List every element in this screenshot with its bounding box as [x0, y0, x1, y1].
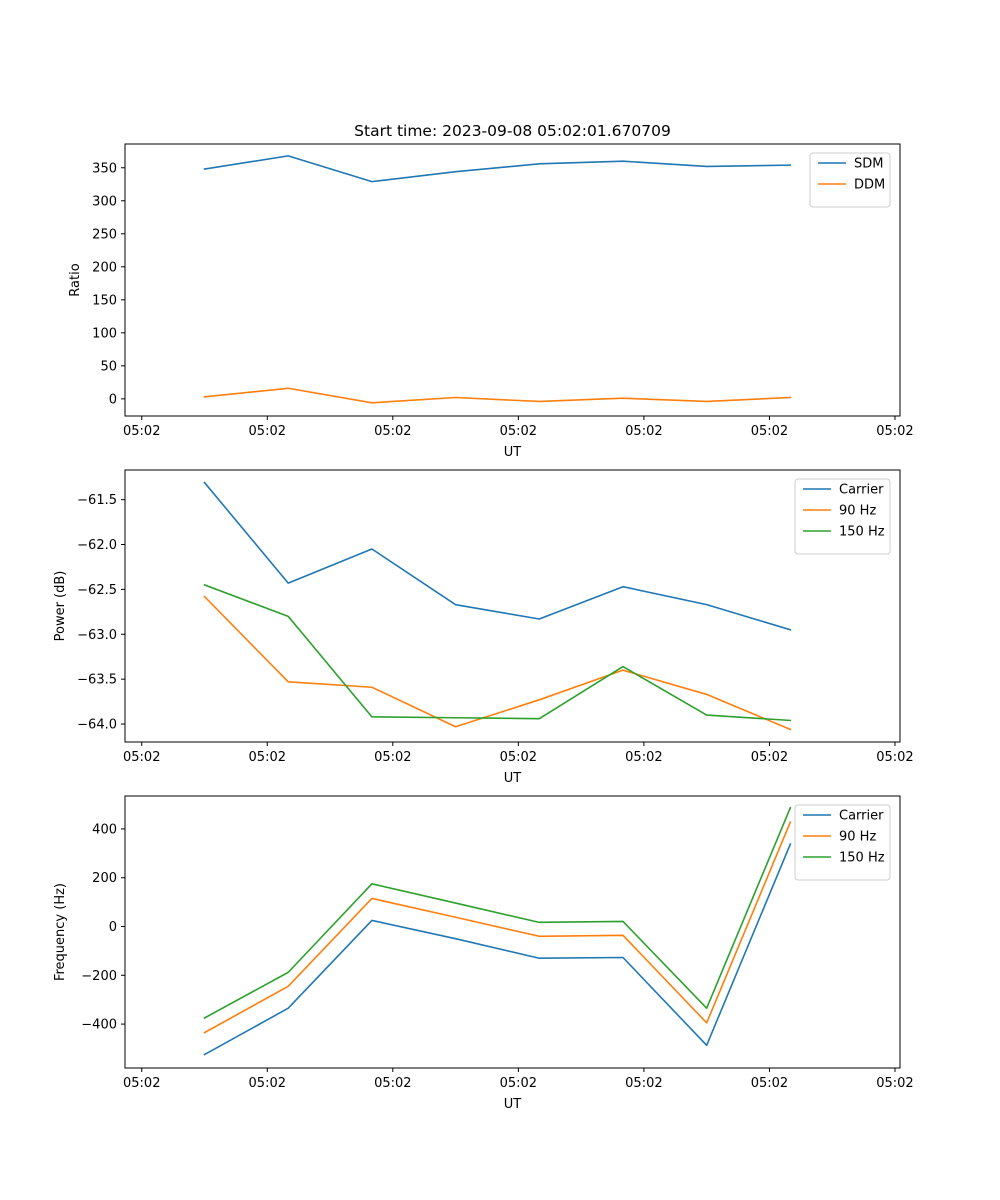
x-axis-label: UT: [504, 445, 522, 460]
y-tick-label: −400: [81, 1018, 117, 1033]
y-axis-label: Ratio: [68, 263, 83, 296]
legend-entry: Carrier: [839, 483, 884, 498]
y-tick-label: −62.5: [77, 583, 117, 598]
legend: Carrier 90 Hz 150 Hz: [794, 478, 891, 555]
y-tick-label: 100: [92, 326, 117, 341]
x-axis-label: UT: [504, 1097, 522, 1112]
x-tick-label: 05:02: [249, 1076, 286, 1091]
y-tick-label: −63.5: [77, 673, 117, 688]
series-line-90-hz: [203, 821, 792, 1034]
legend-entry: 90 Hz: [839, 830, 876, 845]
x-tick-label: 05:02: [500, 424, 537, 439]
x-tick-label: 05:02: [374, 750, 411, 765]
legend-entry: Carrier: [839, 809, 884, 824]
y-tick-label: 200: [92, 260, 117, 275]
y-tick-label: 350: [92, 161, 117, 176]
legend-entry: DDM: [854, 178, 885, 193]
y-tick-label: 400: [92, 822, 117, 837]
y-tick-label: −64.0: [77, 718, 117, 733]
x-tick-label: 05:02: [249, 750, 286, 765]
legend-entry: 90 Hz: [839, 504, 876, 519]
series-line-sdm: [203, 155, 792, 183]
x-tick-label: 05:02: [374, 424, 411, 439]
series-line-150-hz: [203, 583, 792, 722]
y-axis-label: Power (dB): [53, 571, 68, 642]
y-tick-label: 150: [92, 293, 117, 308]
y-tick-label: −63.0: [77, 628, 117, 643]
x-tick-label: 05:02: [625, 1076, 662, 1091]
y-tick-label: 300: [92, 194, 117, 209]
series-line-90-hz: [203, 595, 792, 731]
legend-frame: [794, 804, 891, 881]
y-tick-label: 0: [109, 392, 117, 407]
legend: SDM DDM: [809, 152, 891, 208]
legend-frame: [809, 152, 891, 208]
axes-frame: [124, 795, 901, 1069]
y-tick-label: 200: [92, 871, 117, 886]
x-tick-label: 05:02: [876, 424, 913, 439]
x-tick-label: 05:02: [374, 1076, 411, 1091]
x-tick-label: 05:02: [625, 424, 662, 439]
series-line-ddm: [203, 387, 792, 404]
x-tick-label: 05:02: [876, 750, 913, 765]
legend-entry: SDM: [854, 157, 883, 172]
x-tick-label: 05:02: [751, 424, 788, 439]
x-tick-label: 05:02: [123, 1076, 160, 1091]
y-tick-label: 50: [100, 359, 117, 374]
y-tick-label: 0: [109, 920, 117, 935]
chart-title: Start time: 2023-09-08 05:02:01.670709: [354, 122, 671, 140]
legend-frame: [794, 478, 891, 555]
legend-entry: 150 Hz: [839, 851, 885, 866]
series-line-carrier: [203, 843, 792, 1056]
x-tick-label: 05:02: [876, 1076, 913, 1091]
x-tick-label: 05:02: [625, 750, 662, 765]
x-tick-label: 05:02: [123, 424, 160, 439]
y-axis-label: Frequency (Hz): [53, 883, 68, 981]
axes-frame: [124, 469, 901, 743]
x-tick-label: 05:02: [249, 424, 286, 439]
y-tick-label: −62.0: [77, 538, 117, 553]
x-tick-label: 05:02: [123, 750, 160, 765]
chart-panel-1: 05:0205:0205:0205:0205:0205:0205:0205:03…: [68, 143, 914, 460]
x-tick-label: 05:02: [751, 1076, 788, 1091]
x-tick-label: 05:02: [500, 750, 537, 765]
legend-entry: 150 Hz: [839, 525, 885, 540]
y-tick-label: −61.5: [77, 493, 117, 508]
chart-panel-2: 05:0205:0205:0205:0205:0205:0205:0205:03…: [53, 469, 914, 786]
x-axis-label: UT: [504, 771, 522, 786]
y-tick-label: 250: [92, 227, 117, 242]
axes-frame: [124, 143, 901, 417]
x-tick-label: 05:02: [751, 750, 788, 765]
y-tick-label: −200: [81, 969, 117, 984]
series-line-carrier: [203, 481, 792, 631]
chart-panel-3: 05:0205:0205:0205:0205:0205:0205:0205:03…: [53, 795, 914, 1112]
x-tick-label: 05:02: [500, 1076, 537, 1091]
series-line-150-hz: [203, 806, 792, 1020]
legend: Carrier 90 Hz 150 Hz: [794, 804, 891, 881]
chart-panels: 05:0205:0205:0205:0205:0205:0205:0205:03…: [53, 143, 914, 1112]
